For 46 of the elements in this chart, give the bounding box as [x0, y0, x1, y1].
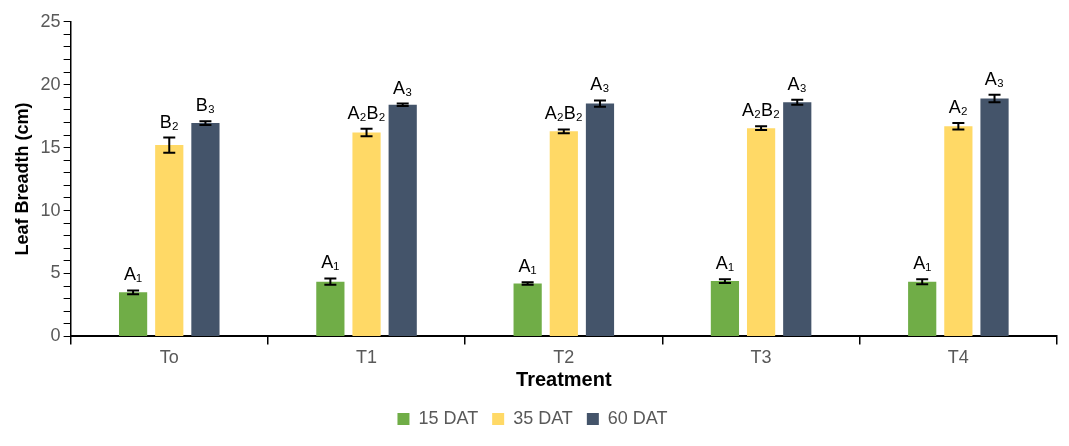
y-tick-label: 25	[40, 10, 61, 31]
bar	[549, 131, 578, 336]
data-label: A₂	[948, 97, 968, 118]
bar	[585, 103, 615, 336]
legend-label: 60 DAT	[607, 407, 668, 428]
data-label: A₁	[913, 253, 932, 274]
y-tick-label: 15	[40, 136, 61, 157]
x-tick-label: T2	[553, 347, 575, 368]
legend-label: 15 DAT	[418, 407, 479, 428]
bar	[783, 102, 812, 336]
data-label: B₃	[195, 95, 216, 116]
bar	[746, 128, 776, 336]
x-axis-title: Treatment	[516, 367, 612, 390]
data-label: B₂	[159, 111, 179, 132]
data-label: A₁	[518, 256, 537, 277]
y-tick-label: 20	[40, 73, 61, 94]
bar	[710, 281, 740, 336]
y-tick-label: 5	[50, 262, 61, 283]
bar	[388, 104, 417, 336]
x-tick-label: T4	[947, 347, 969, 368]
bar	[118, 292, 148, 336]
y-axis-title: Leaf Breadth (cm)	[11, 102, 32, 256]
x-tick-label: T1	[356, 347, 378, 368]
data-label: A₃	[393, 77, 413, 98]
data-label: A₂B₂	[347, 102, 386, 123]
bar	[944, 126, 973, 336]
bar	[155, 145, 184, 336]
bar	[513, 283, 542, 336]
bar	[980, 98, 1009, 336]
bar	[908, 281, 937, 336]
data-label: A₂B₂	[742, 100, 781, 121]
y-tick-label: 10	[40, 199, 61, 220]
data-label: A₃	[984, 68, 1005, 89]
data-label: A₁	[321, 252, 340, 273]
bar	[352, 132, 381, 336]
data-label: A₁	[124, 264, 143, 285]
data-label: A₃	[787, 73, 807, 94]
bar	[191, 123, 220, 336]
x-tick-label: T3	[750, 347, 772, 368]
legend-label: 35 DAT	[513, 407, 573, 428]
x-tick-label: To	[159, 347, 179, 368]
data-label: A₁	[715, 253, 734, 274]
data-label: A₃	[590, 74, 610, 95]
y-tick-label: 0	[50, 325, 61, 346]
data-label: A₂B₂	[544, 103, 583, 124]
bar	[316, 281, 345, 336]
